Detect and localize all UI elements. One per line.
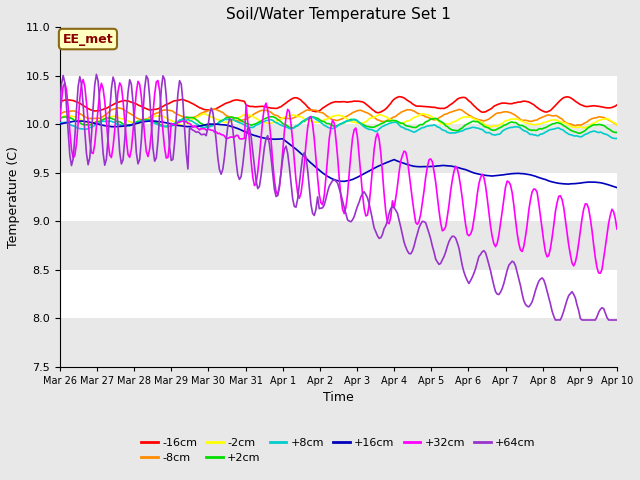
Bar	[60, 27, 617, 76]
Bar	[60, 270, 617, 318]
Y-axis label: Temperature (C): Temperature (C)	[7, 146, 20, 248]
Bar	[60, 76, 617, 124]
Legend: -16cm, -8cm, -2cm, +2cm, +8cm, +16cm, +32cm, +64cm: -16cm, -8cm, -2cm, +2cm, +8cm, +16cm, +3…	[137, 433, 540, 468]
Bar	[60, 318, 617, 367]
Title: Soil/Water Temperature Set 1: Soil/Water Temperature Set 1	[226, 7, 451, 22]
X-axis label: Time: Time	[323, 391, 354, 404]
Bar	[60, 124, 617, 173]
Text: EE_met: EE_met	[63, 33, 113, 46]
Bar	[60, 221, 617, 270]
Bar	[60, 173, 617, 221]
